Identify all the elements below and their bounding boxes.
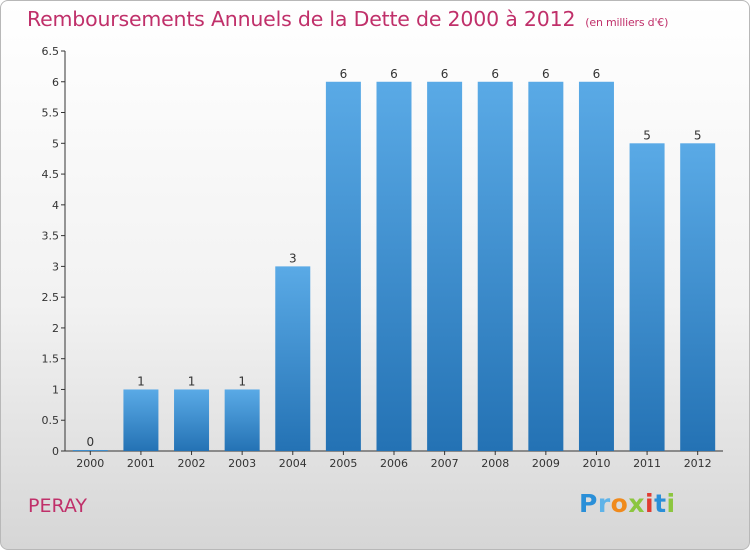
- logo-letter: t: [654, 489, 667, 518]
- x-tick-label: 2009: [532, 457, 560, 470]
- y-tick-label: 3: [52, 260, 59, 273]
- data-label-2008: 6: [491, 67, 499, 81]
- proxiti-logo: Proxiti: [579, 489, 676, 518]
- data-label-2007: 6: [441, 67, 449, 81]
- data-label-2004: 3: [289, 251, 297, 265]
- x-tick-label: 2000: [76, 457, 104, 470]
- data-label-2003: 1: [238, 374, 246, 388]
- data-label-2012: 5: [694, 128, 702, 142]
- x-tick-label: 2004: [279, 457, 307, 470]
- y-tick-label: 0: [52, 445, 59, 458]
- bar-2007: [427, 81, 463, 452]
- x-tick-label: 2007: [431, 457, 459, 470]
- chart-title-text: Remboursements Annuels de la Dette de 20…: [27, 7, 576, 31]
- x-tick-label: 2008: [481, 457, 509, 470]
- y-tick-label: 4.5: [42, 168, 60, 181]
- bars: [72, 81, 716, 452]
- y-tick-label: 1: [52, 383, 59, 396]
- data-label-2006: 6: [390, 67, 398, 81]
- data-label-2009: 6: [542, 67, 550, 81]
- y-tick-label: 6: [52, 76, 59, 89]
- x-tick-label: 2005: [329, 457, 357, 470]
- x-tick-label: 2006: [380, 457, 408, 470]
- chart-unit: (en milliers d'€): [585, 16, 669, 29]
- labels: 0 0.5 1 1.5 2 2.5 3 3.5 4 4.5 5 5.5 6 6.5 2000 0 2001 1 20…: [42, 45, 712, 470]
- y-tick-label: 4: [52, 199, 59, 212]
- logo-letter: x: [628, 489, 645, 518]
- y-tick-label: 2: [52, 322, 59, 335]
- y-tick-label: 2.5: [42, 291, 60, 304]
- data-label-2000: 0: [86, 435, 94, 449]
- logo-letter: i: [666, 489, 676, 518]
- x-tick-label: 2012: [684, 457, 712, 470]
- x-tick-label: 2002: [178, 457, 206, 470]
- chart-title: Remboursements Annuels de la Dette de 20…: [27, 7, 668, 31]
- y-tick-label: 6.5: [42, 45, 60, 58]
- bar-2011: [629, 143, 665, 452]
- bar-2003: [224, 389, 260, 451]
- data-label-2011: 5: [643, 128, 651, 142]
- logo-letter: P: [579, 489, 598, 518]
- logo-letter: o: [610, 489, 629, 518]
- bar-2000: [72, 450, 108, 451]
- bar-2012: [680, 143, 716, 452]
- y-tick-label: 1.5: [42, 353, 60, 366]
- x-tick-label: 2001: [127, 457, 155, 470]
- commune-name: PERAY: [28, 495, 88, 517]
- data-label-2005: 6: [340, 67, 348, 81]
- data-label-2002: 1: [188, 374, 196, 388]
- data-label-2001: 1: [137, 374, 145, 388]
- bar-2002: [174, 389, 210, 451]
- y-tick-label: 5.5: [42, 107, 60, 120]
- bar-2004: [275, 266, 311, 451]
- bar-2009: [528, 81, 564, 452]
- bar-2010: [578, 81, 614, 452]
- x-tick-label: 2010: [582, 457, 610, 470]
- y-tick-label: 3.5: [42, 230, 60, 243]
- bar-2006: [376, 81, 412, 452]
- bar-2008: [477, 81, 513, 452]
- bar-2005: [325, 81, 361, 452]
- x-tick-label: 2011: [633, 457, 661, 470]
- y-tick-label: 0.5: [42, 414, 60, 427]
- bar-2001: [123, 389, 159, 451]
- y-tick-label: 5: [52, 137, 59, 150]
- logo-letter: i: [645, 489, 655, 518]
- data-label-2010: 6: [593, 67, 601, 81]
- logo-letter: r: [597, 489, 611, 518]
- x-tick-label: 2003: [228, 457, 256, 470]
